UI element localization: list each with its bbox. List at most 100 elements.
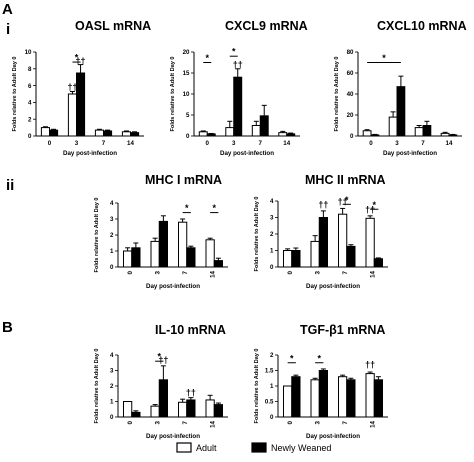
x-tick-label: 7	[102, 140, 106, 147]
y-tick-label: 0	[28, 133, 32, 140]
y-tick-label: 1	[110, 399, 114, 406]
y-tick-label: 0	[110, 264, 114, 271]
bar	[233, 76, 243, 137]
y-tick-label: 2	[110, 232, 114, 239]
bar	[213, 260, 223, 268]
x-tick-label: 14	[369, 420, 376, 427]
y-axis-label: Folds relative to Adult Day 0	[94, 197, 100, 272]
bar	[150, 240, 160, 268]
x-tick-label: 3	[314, 270, 321, 274]
significance-dagger: ††	[158, 355, 168, 365]
y-tick-label: 6	[28, 83, 32, 90]
x-tick-label: 14	[209, 420, 216, 427]
x-tick-label: 7	[342, 270, 349, 274]
significance-star: *	[290, 353, 294, 363]
x-tick-label: 7	[259, 140, 263, 147]
y-tick-label: 20	[183, 49, 190, 56]
y-tick-label: 60	[347, 70, 354, 77]
significance-dagger: ††	[318, 200, 328, 210]
bar	[158, 220, 168, 268]
bar	[373, 379, 383, 418]
y-tick-label: 4	[110, 200, 114, 207]
significance-dagger: ††	[186, 387, 196, 397]
bar	[448, 134, 458, 137]
bar	[130, 132, 140, 137]
y-tick-label: 0	[270, 414, 274, 421]
bar	[440, 132, 450, 137]
x-tick-label: 3	[395, 140, 399, 147]
panel-title: IL-10 mRNA	[155, 323, 226, 337]
x-tick-label: 14	[283, 140, 290, 147]
bar	[94, 129, 105, 137]
bar	[286, 133, 296, 137]
significance-dagger: ††	[76, 56, 86, 66]
y-tick-label: 2	[270, 231, 274, 238]
panel-title: CXCL10 mRNA	[377, 19, 467, 33]
legend-swatch-newly-weaned	[251, 442, 267, 453]
bar	[67, 93, 78, 137]
y-axis-label: Folds relative to Adult Day 0	[12, 56, 18, 131]
significance-star: *	[157, 352, 161, 362]
y-tick-label: 8	[28, 66, 32, 73]
bar	[259, 115, 269, 137]
y-tick-label: 0	[110, 414, 114, 421]
x-axis-label: Day post-infection	[63, 150, 117, 157]
panel-title: CXCL9 mRNA	[225, 19, 308, 33]
y-tick-label: 20	[347, 112, 354, 119]
section-label-i: i	[6, 21, 10, 38]
bar	[225, 127, 235, 137]
bar	[178, 401, 188, 418]
bar	[186, 247, 196, 268]
bar	[251, 125, 261, 137]
y-tick-label: 1	[270, 248, 274, 255]
y-tick-label: 1	[270, 383, 274, 390]
section-label-a: A	[2, 1, 13, 18]
bar	[103, 130, 113, 137]
y-tick-label: 4	[110, 352, 114, 359]
significance-dagger: ††	[233, 60, 243, 70]
legend-label-adult: Adult	[196, 443, 217, 453]
bar	[278, 132, 288, 137]
tgfb1-panel: TGF-β1 mRNA 0 0.5 1 1.5 2 Folds relative to Ad…	[254, 323, 388, 440]
x-tick-label: 14	[369, 270, 376, 277]
bar	[178, 221, 188, 268]
bar	[198, 131, 208, 137]
x-tick-label: 7	[421, 140, 425, 147]
y-tick-label: 3	[110, 216, 114, 223]
mhc2-panel: MHC II mRNA 0 1 2 3 4 Folds relative to Adult …	[254, 173, 388, 290]
significance-dagger: ††	[338, 196, 348, 206]
y-tick-label: 4	[270, 198, 274, 205]
y-tick-label: 3	[270, 215, 274, 222]
y-tick-label: 40	[347, 91, 354, 98]
significance-star: *	[232, 47, 236, 57]
x-axis-label: Day post-infection	[383, 150, 437, 157]
bar	[186, 399, 196, 418]
cxcl10-panel: CXCL10 mRNA 0 20 40 60 80 Folds relative to Ad…	[334, 19, 467, 157]
section-label-ii: ii	[6, 177, 14, 194]
significance-star: *	[75, 53, 79, 63]
y-tick-label: 5	[186, 112, 190, 119]
significance-star: *	[317, 353, 321, 363]
significance-dagger: ††	[67, 82, 77, 92]
bar	[346, 379, 356, 418]
y-tick-label: 3	[110, 368, 114, 375]
bar	[365, 373, 375, 418]
bar	[40, 127, 51, 137]
x-tick-label: 0	[287, 420, 294, 424]
significance-star: *	[382, 53, 386, 63]
bar	[370, 134, 380, 137]
bar	[158, 379, 168, 418]
x-tick-label: 7	[182, 270, 189, 274]
y-axis-label: Folds relative to Adult Day 0	[94, 348, 100, 423]
panel-title: OASL mRNA	[75, 19, 151, 33]
x-axis-label: Day post-infection	[146, 283, 200, 290]
y-tick-label: 4	[28, 100, 32, 107]
x-tick-label: 7	[342, 420, 349, 424]
panel-title: MHC II mRNA	[305, 173, 386, 187]
x-tick-label: 7	[182, 420, 189, 424]
legend: Adult Newly Weaned	[176, 442, 331, 453]
x-tick-label: 14	[127, 140, 134, 147]
x-tick-label: 0	[48, 140, 52, 147]
significance-star: *	[212, 203, 216, 213]
bar	[365, 217, 375, 268]
